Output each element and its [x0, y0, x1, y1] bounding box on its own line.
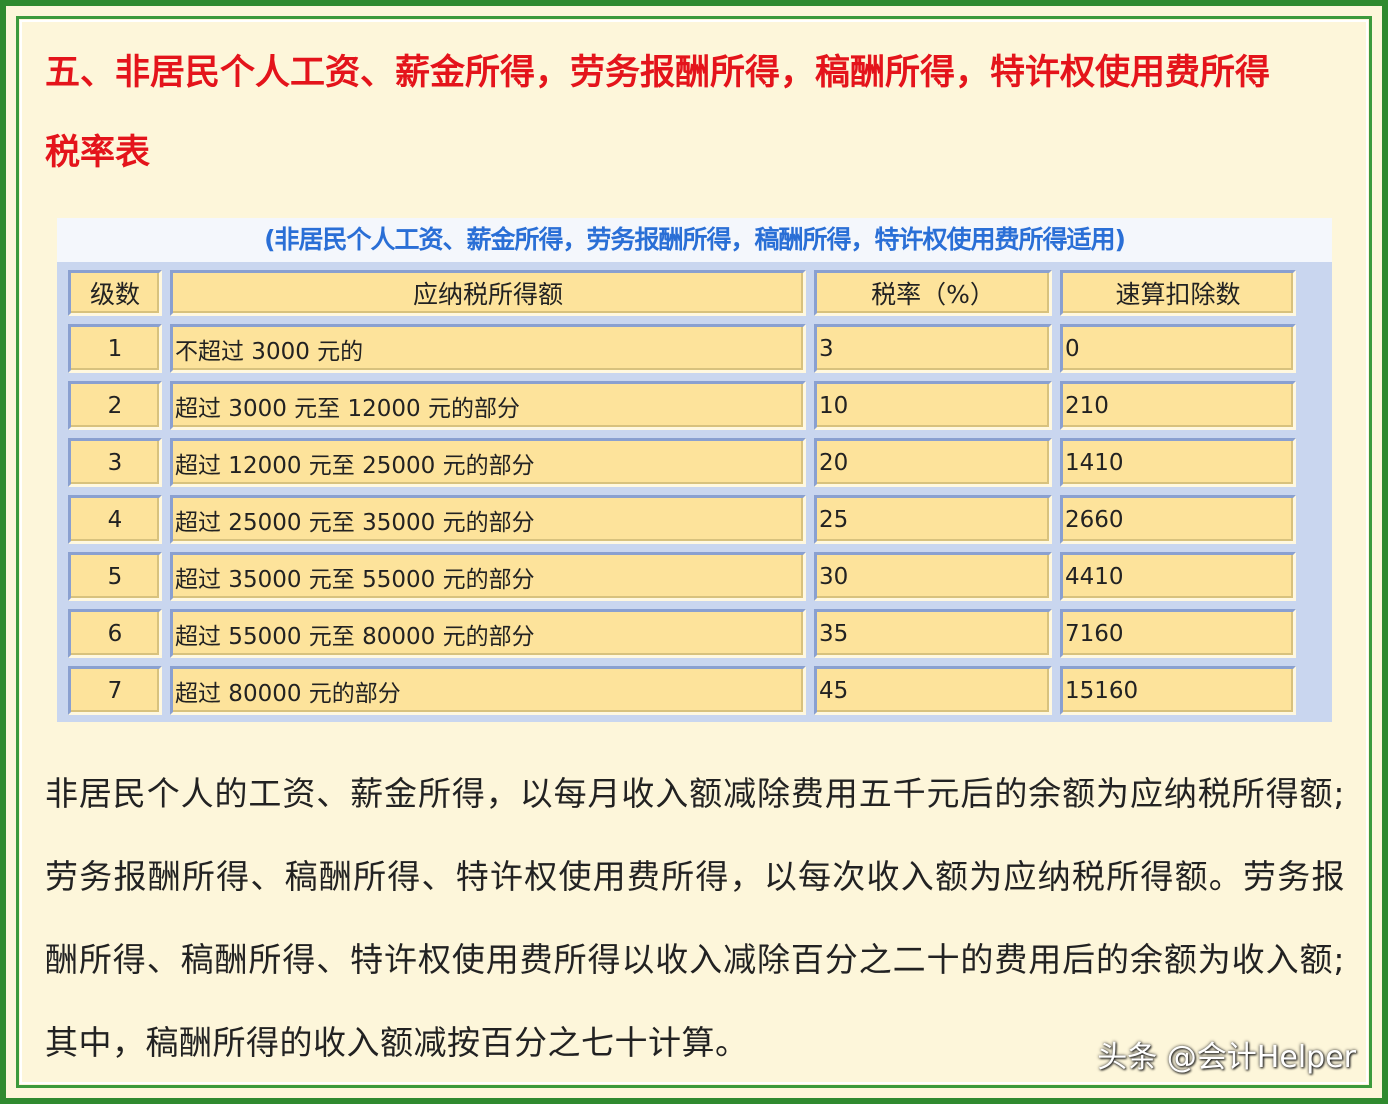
table-cell: 25	[814, 495, 1052, 544]
table-cell: 3	[68, 438, 162, 487]
table-cell: 1410	[1060, 438, 1296, 487]
table-row: 2 超过 3000 元至 12000 元的部分 10 210	[68, 381, 1296, 430]
table-row: 3 超过 12000 元至 25000 元的部分 20 1410	[68, 438, 1296, 487]
table-cell: 超过 80000 元的部分	[170, 666, 806, 715]
header-cell: 速算扣除数	[1060, 270, 1296, 316]
table-cell: 1	[68, 324, 162, 373]
table-cell: 5	[68, 552, 162, 601]
table-cell: 35	[814, 609, 1052, 658]
table-cell: 30	[814, 552, 1052, 601]
table-cell: 超过 25000 元至 35000 元的部分	[170, 495, 806, 544]
table-cell: 7160	[1060, 609, 1296, 658]
paragraph: 非居民个人的工资、薪金所得，以每月收入额减除费用五千元后的余额为应纳税所得额;劳…	[45, 774, 1345, 1062]
table-cell: 2	[68, 381, 162, 430]
table-cell: 0	[1060, 324, 1296, 373]
table-cell: 超过 3000 元至 12000 元的部分	[170, 381, 806, 430]
table-cell: 45	[814, 666, 1052, 715]
table-cell: 2660	[1060, 495, 1296, 544]
table-row: 4 超过 25000 元至 35000 元的部分 25 2660	[68, 495, 1296, 544]
inner-border	[16, 16, 1372, 1088]
tax-table: 级数 应纳税所得额 税率（%） 速算扣除数 1 不超过 3000 元的 3 0 2 超过 3000…	[60, 262, 1304, 723]
table-cell: 不超过 3000 元的	[170, 324, 806, 373]
table-row: 1 不超过 3000 元的 3 0	[68, 324, 1296, 373]
table-box: (非居民个人工资、薪金所得，劳务报酬所得，稿酬所得，特许权使用费所得适用) 级数…	[57, 218, 1332, 722]
heading: 税率表	[45, 132, 151, 173]
table-cell: 超过 35000 元至 55000 元的部分	[170, 552, 806, 601]
table-cell: 15160	[1060, 666, 1296, 715]
heading: 五、非居民个人工资、薪金所得，劳务报酬所得，稿酬所得，特许权使用费所得	[45, 52, 1271, 93]
header-row: 级数 应纳税所得额 税率（%） 速算扣除数	[68, 270, 1296, 316]
table-cell: 4410	[1060, 552, 1296, 601]
table-cell: 超过 55000 元至 80000 元的部分	[170, 609, 806, 658]
table-cell: 6	[68, 609, 162, 658]
table-cell: 4	[68, 495, 162, 544]
table-cell: 20	[814, 438, 1052, 487]
table-row: 5 超过 35000 元至 55000 元的部分 30 4410	[68, 552, 1296, 601]
header-cell: 税率（%）	[814, 270, 1052, 316]
header-cell: 级数	[68, 270, 162, 316]
watermark: 头条 @会计Helper	[1097, 1040, 1356, 1075]
table-cell: 210	[1060, 381, 1296, 430]
header-cell: 应纳税所得额	[170, 270, 806, 316]
table-cell: 超过 12000 元至 25000 元的部分	[170, 438, 806, 487]
table-body: 级数 应纳税所得额 税率（%） 速算扣除数 1 不超过 3000 元的 3 0 2 超过 3000…	[68, 270, 1296, 715]
table-caption: (非居民个人工资、薪金所得，劳务报酬所得，稿酬所得，特许权使用费所得适用)	[57, 218, 1332, 262]
table-row: 6 超过 55000 元至 80000 元的部分 35 7160	[68, 609, 1296, 658]
table-cell: 7	[68, 666, 162, 715]
table-cell: 3	[814, 324, 1052, 373]
table-row: 7 超过 80000 元的部分 45 15160	[68, 666, 1296, 715]
table-cell: 10	[814, 381, 1052, 430]
